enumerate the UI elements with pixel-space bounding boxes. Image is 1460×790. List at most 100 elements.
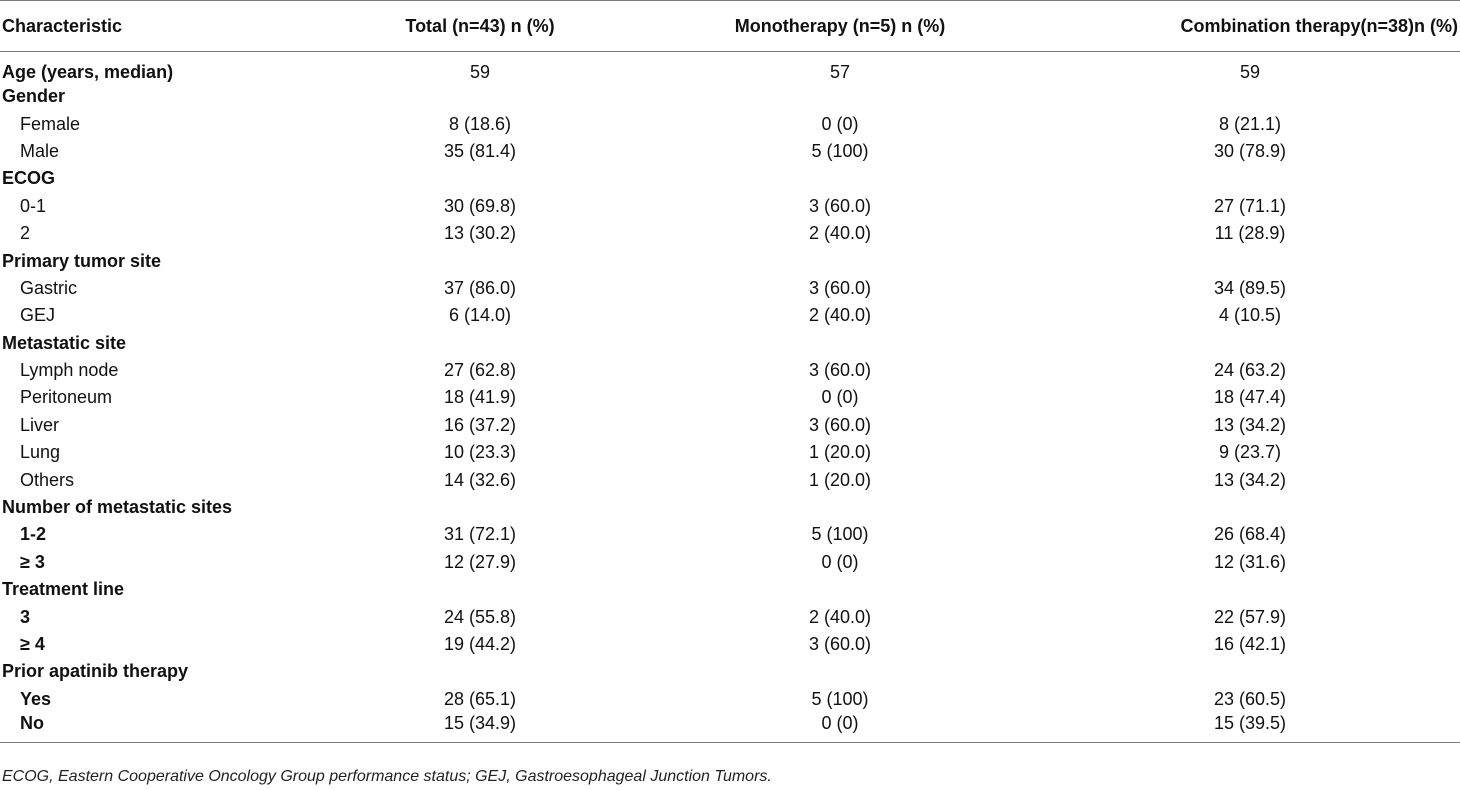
cell-total: 18 (41.9) — [443, 387, 517, 408]
row-label: ≥ 4 — [20, 634, 45, 654]
row-section-label: Number of metastatic sites — [2, 497, 233, 518]
table-row: Yes 28 (65.1) 5 (100) 23 (60.5) — [0, 686, 1460, 713]
cell-combination-therapy: 26 (68.4) — [1213, 524, 1287, 545]
cell-monotherapy — [640, 165, 1040, 192]
characteristics-table: Characteristic Total (n=43) n (%) Monoth… — [0, 0, 1460, 743]
cell-combination-therapy: 18 (47.4) — [1213, 387, 1287, 408]
table-row: Others 14 (32.6) 1 (20.0) 13 (34.2) — [0, 466, 1460, 493]
cell-combination-therapy: 8 (21.1) — [1218, 113, 1282, 134]
cell-combination-therapy: 24 (63.2) — [1213, 360, 1287, 381]
cell-monotherapy: 1 (20.0) — [808, 442, 872, 463]
cell-combination-therapy — [1040, 576, 1460, 603]
cell-monotherapy: 5 (100) — [811, 140, 869, 161]
row-section-label: Treatment line — [2, 579, 125, 600]
cell-total — [320, 658, 640, 685]
cell-total — [320, 576, 640, 603]
cell-monotherapy: 0 (0) — [821, 551, 859, 572]
cell-combination-therapy: 16 (42.1) — [1213, 634, 1287, 654]
cell-total: 28 (65.1) — [443, 688, 517, 709]
cell-total: 6 (14.0) — [448, 305, 512, 326]
row-label: 3 — [20, 606, 31, 627]
table-header: Characteristic Total (n=43) n (%) Monoth… — [0, 0, 1460, 52]
row-section-label: Age (years, median) — [2, 62, 174, 82]
cell-combination-therapy — [1040, 494, 1460, 521]
cell-combination-therapy: 34 (89.5) — [1213, 277, 1287, 298]
cell-combination-therapy: 22 (57.9) — [1213, 606, 1287, 627]
row-label: Female — [20, 113, 81, 134]
table-footnote: ECOG, Eastern Cooperative Oncology Group… — [2, 768, 772, 785]
cell-total: 24 (55.8) — [443, 606, 517, 627]
cell-monotherapy: 5 (100) — [811, 524, 869, 545]
table-row: 3 24 (55.8) 2 (40.0) 22 (57.9) — [0, 603, 1460, 630]
cell-monotherapy: 3 (60.0) — [808, 195, 872, 216]
cell-total — [320, 330, 640, 357]
cell-total: 37 (86.0) — [443, 277, 517, 298]
cell-total: 59 — [469, 62, 491, 82]
cell-combination-therapy: 13 (34.2) — [1213, 469, 1287, 490]
table-row: Peritoneum 18 (41.9) 0 (0) 18 (47.4) — [0, 384, 1460, 411]
cell-total: 13 (30.2) — [443, 223, 517, 244]
table-row: No 15 (34.9) 0 (0) 15 (39.5) — [0, 712, 1460, 743]
cell-monotherapy: 2 (40.0) — [808, 223, 872, 244]
row-label: 1-2 — [20, 524, 47, 545]
cell-total — [320, 247, 640, 274]
row-label: No — [0, 712, 320, 743]
cell-combination-therapy — [1040, 165, 1460, 192]
cell-total: 16 (37.2) — [443, 414, 517, 435]
cell-total: 12 (27.9) — [443, 551, 517, 572]
cell-combination-therapy — [1040, 83, 1460, 110]
row-section-label: Metastatic site — [2, 332, 127, 353]
cell-combination-therapy: 12 (31.6) — [1213, 551, 1287, 572]
cell-total: 8 (18.6) — [448, 113, 512, 134]
cell-monotherapy — [640, 494, 1040, 521]
table-row: Lymph node 27 (62.8) 3 (60.0) 24 (63.2) — [0, 357, 1460, 384]
cell-combination-therapy: 23 (60.5) — [1213, 688, 1287, 709]
row-label: Lung — [20, 442, 61, 463]
row-label: Peritoneum — [20, 387, 113, 408]
cell-combination-therapy: 13 (34.2) — [1213, 414, 1287, 435]
cell-monotherapy: 3 (60.0) — [808, 634, 872, 654]
cell-monotherapy: 0 (0) — [821, 113, 859, 134]
header-monotherapy: Monotherapy (n=5) n (%) — [640, 0, 1040, 52]
cell-total: 19 (44.2) — [443, 634, 517, 654]
cell-monotherapy: 2 (40.0) — [808, 305, 872, 326]
cell-monotherapy: 5 (100) — [811, 688, 869, 709]
row-label: 0-1 — [20, 195, 47, 216]
cell-total: 14 (32.6) — [443, 469, 517, 490]
row-label: 2 — [20, 223, 31, 244]
table-row: Primary tumor site — [0, 247, 1460, 274]
cell-combination-therapy: 11 (28.9) — [1214, 223, 1286, 244]
cell-total — [320, 83, 640, 110]
table-row: Age (years, median) 59 57 59 — [0, 52, 1460, 84]
table-row: 1-2 31 (72.1) 5 (100) 26 (68.4) — [0, 521, 1460, 548]
cell-total: 31 (72.1) — [443, 524, 517, 545]
cell-total — [320, 165, 640, 192]
table-row: GEJ 6 (14.0) 2 (40.0) 4 (10.5) — [0, 302, 1460, 329]
cell-total: 15 (34.9) — [320, 712, 640, 743]
cell-combination-therapy — [1040, 330, 1460, 357]
cell-total: 30 (69.8) — [443, 195, 517, 216]
row-section-label: Gender — [2, 86, 66, 107]
cell-total: 27 (62.8) — [443, 360, 517, 381]
table-body: Age (years, median) 59 57 59 Gender Female 8 (… — [0, 52, 1460, 743]
cell-monotherapy — [640, 83, 1040, 110]
cell-monotherapy — [640, 330, 1040, 357]
header-total: Total (n=43) n (%) — [320, 0, 640, 52]
row-label: Liver — [20, 414, 60, 435]
cell-combination-therapy: 59 — [1239, 62, 1261, 82]
row-section-label: Primary tumor site — [2, 250, 162, 271]
cell-total: 10 (23.3) — [443, 442, 517, 463]
cell-combination-therapy: 9 (23.7) — [1218, 442, 1282, 463]
table-row: Gender — [0, 83, 1460, 110]
table-row: Number of metastatic sites — [0, 494, 1460, 521]
cell-combination-therapy — [1040, 247, 1460, 274]
cell-total — [320, 494, 640, 521]
cell-combination-therapy: 15 (39.5) — [1040, 712, 1460, 743]
row-label: Others — [20, 469, 75, 490]
row-label: Male — [20, 140, 60, 161]
table-row: ≥ 4 19 (44.2) 3 (60.0) 16 (42.1) — [0, 631, 1460, 658]
row-section-label: Prior apatinib therapy — [2, 661, 189, 682]
cell-monotherapy: 3 (60.0) — [808, 414, 872, 435]
cell-monotherapy: 57 — [829, 62, 851, 82]
cell-monotherapy — [640, 247, 1040, 274]
